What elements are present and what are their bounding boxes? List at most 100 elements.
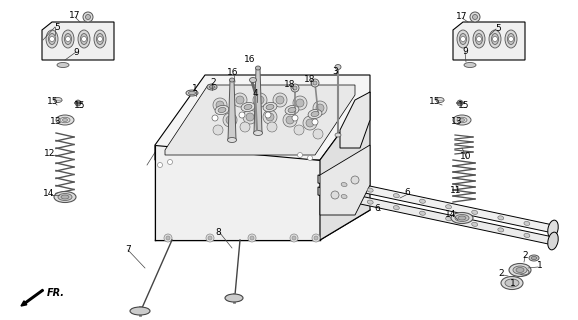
Polygon shape <box>254 68 262 133</box>
Circle shape <box>509 36 513 42</box>
Polygon shape <box>340 92 370 148</box>
Text: 13: 13 <box>451 116 463 125</box>
Polygon shape <box>318 175 553 233</box>
Ellipse shape <box>436 98 444 102</box>
Circle shape <box>476 36 481 42</box>
Circle shape <box>303 116 317 130</box>
Ellipse shape <box>464 62 476 68</box>
Circle shape <box>291 84 299 92</box>
Ellipse shape <box>509 263 531 276</box>
Ellipse shape <box>367 200 373 204</box>
Ellipse shape <box>524 233 530 237</box>
Ellipse shape <box>54 98 62 102</box>
Text: 13: 13 <box>50 116 62 125</box>
Circle shape <box>267 122 277 132</box>
Circle shape <box>492 36 498 42</box>
Ellipse shape <box>308 109 322 119</box>
Ellipse shape <box>505 30 517 48</box>
Ellipse shape <box>209 85 215 89</box>
Circle shape <box>313 129 323 139</box>
Ellipse shape <box>46 30 58 48</box>
Circle shape <box>236 96 244 104</box>
Ellipse shape <box>516 268 524 273</box>
Polygon shape <box>453 22 525 60</box>
Circle shape <box>457 100 463 106</box>
Ellipse shape <box>507 34 514 44</box>
Circle shape <box>313 81 317 85</box>
Ellipse shape <box>473 30 485 48</box>
Text: 17: 17 <box>456 12 468 20</box>
Ellipse shape <box>80 34 87 44</box>
Ellipse shape <box>255 66 261 70</box>
Circle shape <box>472 14 477 20</box>
Ellipse shape <box>250 77 257 83</box>
Circle shape <box>314 236 318 240</box>
Ellipse shape <box>225 294 243 302</box>
Circle shape <box>98 36 102 42</box>
Text: 2: 2 <box>498 268 504 277</box>
Circle shape <box>292 115 298 121</box>
Circle shape <box>283 113 297 127</box>
Ellipse shape <box>57 62 69 68</box>
Circle shape <box>226 116 234 124</box>
Ellipse shape <box>472 222 477 226</box>
Ellipse shape <box>285 105 299 115</box>
Ellipse shape <box>62 118 68 122</box>
Ellipse shape <box>531 257 537 260</box>
Ellipse shape <box>228 138 236 142</box>
Ellipse shape <box>519 269 529 275</box>
Ellipse shape <box>501 276 523 290</box>
Ellipse shape <box>446 217 451 221</box>
Ellipse shape <box>207 84 217 90</box>
Text: 2: 2 <box>210 77 216 86</box>
Circle shape <box>290 234 298 242</box>
Text: 7: 7 <box>125 244 131 253</box>
Ellipse shape <box>460 34 466 44</box>
Circle shape <box>307 156 313 161</box>
Text: 15: 15 <box>74 100 86 109</box>
Ellipse shape <box>61 195 69 199</box>
Polygon shape <box>42 22 114 60</box>
Circle shape <box>312 119 318 125</box>
Circle shape <box>286 116 294 124</box>
Text: 10: 10 <box>460 151 472 161</box>
Text: FR.: FR. <box>47 288 65 298</box>
Ellipse shape <box>457 117 467 123</box>
Circle shape <box>233 93 247 107</box>
Ellipse shape <box>394 194 399 198</box>
Circle shape <box>206 234 214 242</box>
Ellipse shape <box>420 199 425 203</box>
Text: 18: 18 <box>284 79 296 89</box>
Ellipse shape <box>266 104 274 109</box>
Circle shape <box>246 113 254 121</box>
Ellipse shape <box>335 133 341 137</box>
Circle shape <box>239 112 245 118</box>
Text: 16: 16 <box>244 54 255 63</box>
Ellipse shape <box>49 34 55 44</box>
Ellipse shape <box>341 182 347 187</box>
Ellipse shape <box>476 34 483 44</box>
Circle shape <box>276 96 284 104</box>
Text: 5: 5 <box>495 23 501 33</box>
Circle shape <box>316 104 324 112</box>
Text: 9: 9 <box>73 47 79 57</box>
Text: 11: 11 <box>450 186 462 195</box>
Ellipse shape <box>254 131 262 135</box>
Text: 15: 15 <box>47 97 59 106</box>
Ellipse shape <box>62 30 74 48</box>
Polygon shape <box>165 85 355 155</box>
Text: 5: 5 <box>54 22 60 31</box>
Ellipse shape <box>455 214 469 221</box>
Ellipse shape <box>446 205 451 209</box>
Text: 6: 6 <box>374 204 380 212</box>
Ellipse shape <box>489 30 501 48</box>
Circle shape <box>75 100 81 106</box>
Text: 1: 1 <box>192 84 198 92</box>
Ellipse shape <box>78 30 90 48</box>
Text: 6: 6 <box>404 188 410 196</box>
Circle shape <box>223 113 237 127</box>
Ellipse shape <box>244 104 252 109</box>
Circle shape <box>213 125 223 135</box>
Ellipse shape <box>548 220 558 238</box>
Text: 18: 18 <box>304 75 316 84</box>
